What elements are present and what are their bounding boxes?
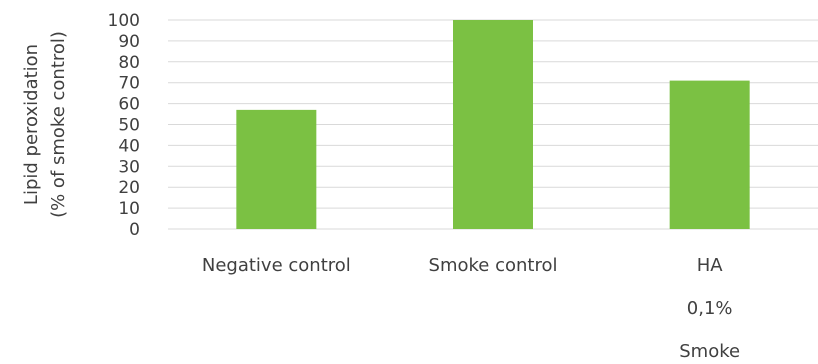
y-tick-label: 100 bbox=[108, 11, 140, 31]
y-axis-title: Lipid peroxidation (% of smoke control) bbox=[21, 31, 69, 218]
bar bbox=[236, 109, 317, 229]
y-tick-label: 0 bbox=[129, 220, 140, 240]
y-tick-label: 30 bbox=[118, 157, 140, 177]
y-axis-title-line: Lipid peroxidation bbox=[21, 44, 42, 205]
y-tick-label: 90 bbox=[118, 32, 140, 52]
bar bbox=[453, 20, 533, 229]
y-tick-label: 80 bbox=[118, 53, 140, 73]
x-category-label: HA bbox=[697, 255, 724, 276]
y-tick-label: 50 bbox=[118, 116, 140, 136]
x-axis-labels: Negative control Smoke control HA 0,1% Smoke bbox=[202, 255, 740, 362]
y-tick-label: 10 bbox=[118, 199, 140, 219]
y-axis-title-line: (% of smoke control) bbox=[48, 31, 69, 218]
x-category-label: Negative control bbox=[202, 255, 351, 276]
y-tick-label: 60 bbox=[118, 95, 140, 115]
x-category-label: Smoke bbox=[679, 341, 740, 362]
bar bbox=[669, 80, 750, 229]
x-category-label: Smoke control bbox=[429, 255, 558, 276]
y-tick-label: 20 bbox=[118, 178, 140, 198]
x-category-label: 0,1% bbox=[687, 298, 733, 319]
bars bbox=[236, 20, 750, 229]
y-tick-label: 40 bbox=[118, 136, 140, 156]
y-tick-label: 70 bbox=[118, 74, 140, 94]
